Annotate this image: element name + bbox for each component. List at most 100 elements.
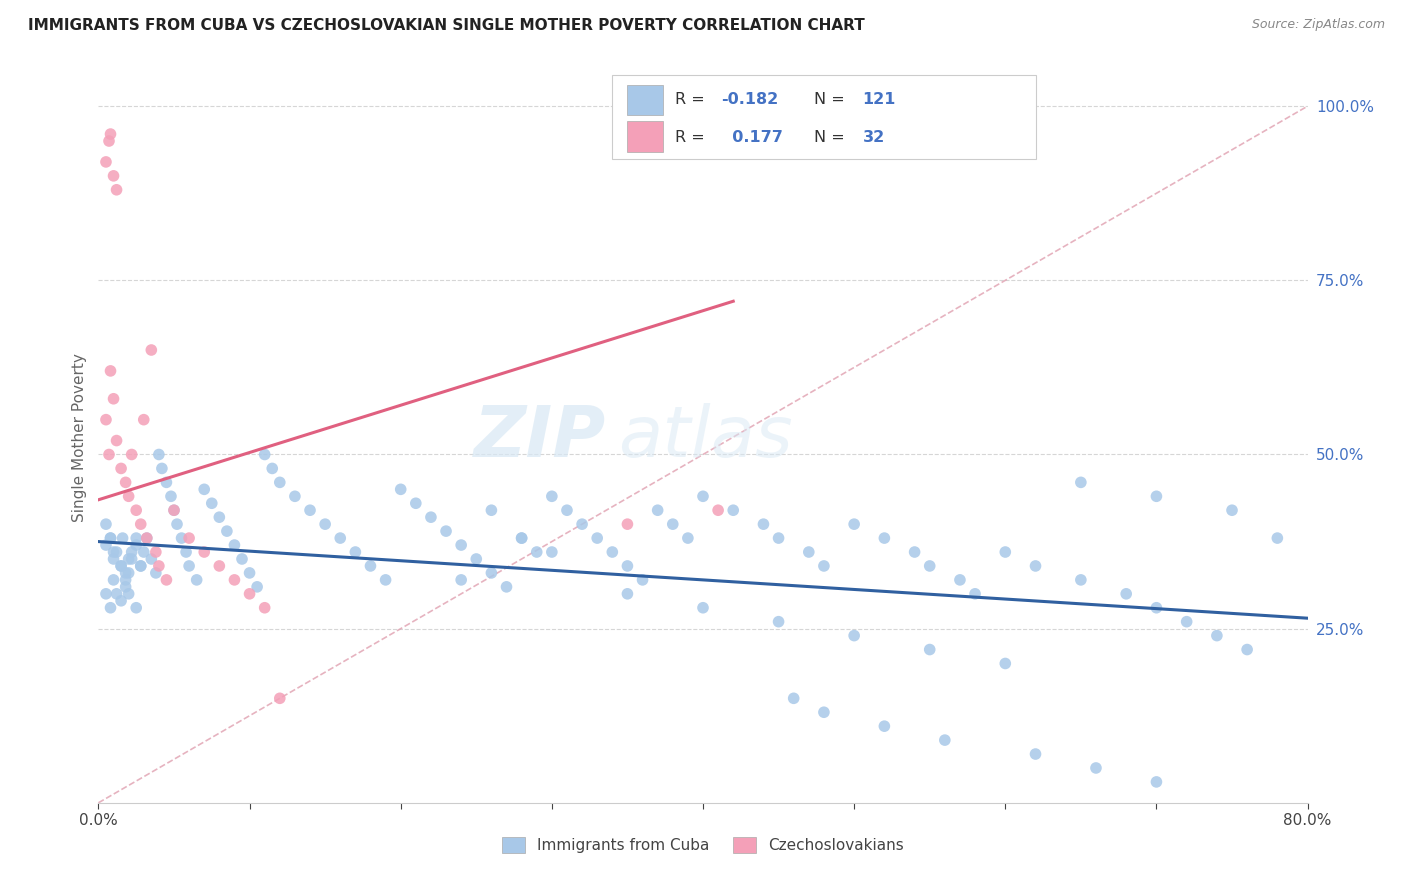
Text: 0.177: 0.177 xyxy=(721,129,783,145)
Point xyxy=(135,531,157,545)
Point xyxy=(129,558,152,573)
Point xyxy=(269,691,291,706)
Point xyxy=(114,573,136,587)
Point xyxy=(110,558,132,573)
Point xyxy=(141,343,163,357)
Point xyxy=(1267,531,1289,545)
Point xyxy=(586,531,609,545)
Point xyxy=(994,545,1017,559)
Point xyxy=(100,531,122,545)
Point xyxy=(616,558,638,573)
Point xyxy=(121,545,143,559)
Point xyxy=(150,461,173,475)
Point xyxy=(1144,600,1167,615)
Point xyxy=(118,552,141,566)
Point xyxy=(125,538,148,552)
Point xyxy=(94,155,117,169)
Point xyxy=(692,489,714,503)
Point xyxy=(571,517,593,532)
Point xyxy=(526,545,548,559)
Point xyxy=(201,496,224,510)
Point xyxy=(174,545,197,559)
Point xyxy=(163,503,186,517)
Point xyxy=(481,566,503,580)
Point xyxy=(224,538,246,552)
Point xyxy=(163,503,186,517)
Point xyxy=(844,629,866,643)
Point xyxy=(118,489,141,503)
Point xyxy=(239,566,262,580)
Point xyxy=(103,573,125,587)
Point xyxy=(1070,475,1092,490)
Point xyxy=(132,412,155,426)
Point xyxy=(314,517,336,532)
Point xyxy=(103,169,125,183)
Point xyxy=(193,483,215,497)
Point xyxy=(481,503,503,517)
Point xyxy=(262,461,284,475)
Point xyxy=(269,475,291,490)
Point xyxy=(186,573,208,587)
Point xyxy=(114,580,136,594)
Point xyxy=(329,531,352,545)
Point xyxy=(179,531,201,545)
Point xyxy=(105,587,128,601)
Point xyxy=(949,573,972,587)
Text: N =: N = xyxy=(814,129,851,145)
Point xyxy=(110,594,132,608)
Point xyxy=(253,600,276,615)
Point xyxy=(148,448,170,462)
Point xyxy=(616,587,638,601)
Point xyxy=(1024,747,1046,761)
Point xyxy=(118,566,141,580)
Point xyxy=(1144,775,1167,789)
Point xyxy=(224,573,246,587)
Text: atlas: atlas xyxy=(619,402,793,472)
Point xyxy=(844,517,866,532)
Point xyxy=(434,524,457,538)
Point xyxy=(125,531,148,545)
FancyBboxPatch shape xyxy=(627,85,664,115)
Point xyxy=(103,552,125,566)
Point xyxy=(284,489,307,503)
Point xyxy=(994,657,1017,671)
Point xyxy=(155,475,177,490)
Point xyxy=(111,531,134,545)
Point xyxy=(105,545,128,559)
Point xyxy=(918,558,941,573)
Point xyxy=(148,558,170,573)
Point xyxy=(132,545,155,559)
Point xyxy=(253,448,276,462)
Point xyxy=(100,127,122,141)
Point xyxy=(813,558,835,573)
Point xyxy=(110,461,132,475)
Point xyxy=(160,489,183,503)
Point xyxy=(129,517,152,532)
Text: -0.182: -0.182 xyxy=(721,92,779,107)
Point xyxy=(105,183,128,197)
Text: N =: N = xyxy=(814,92,851,107)
Point xyxy=(100,600,122,615)
Point xyxy=(692,600,714,615)
Point xyxy=(170,531,193,545)
Point xyxy=(94,587,117,601)
Point xyxy=(768,615,790,629)
Point xyxy=(103,545,125,559)
Point xyxy=(145,545,167,559)
Point xyxy=(1115,587,1137,601)
Point xyxy=(94,412,117,426)
Point xyxy=(344,545,367,559)
Point xyxy=(450,573,472,587)
Y-axis label: Single Mother Poverty: Single Mother Poverty xyxy=(72,352,87,522)
Point xyxy=(540,545,562,559)
Point xyxy=(121,552,143,566)
Point xyxy=(1175,615,1198,629)
Point xyxy=(1220,503,1243,517)
Point xyxy=(374,573,396,587)
Point xyxy=(208,510,231,524)
Point xyxy=(510,531,533,545)
Point xyxy=(420,510,443,524)
Point xyxy=(208,558,231,573)
Point xyxy=(141,552,163,566)
Point xyxy=(98,448,121,462)
